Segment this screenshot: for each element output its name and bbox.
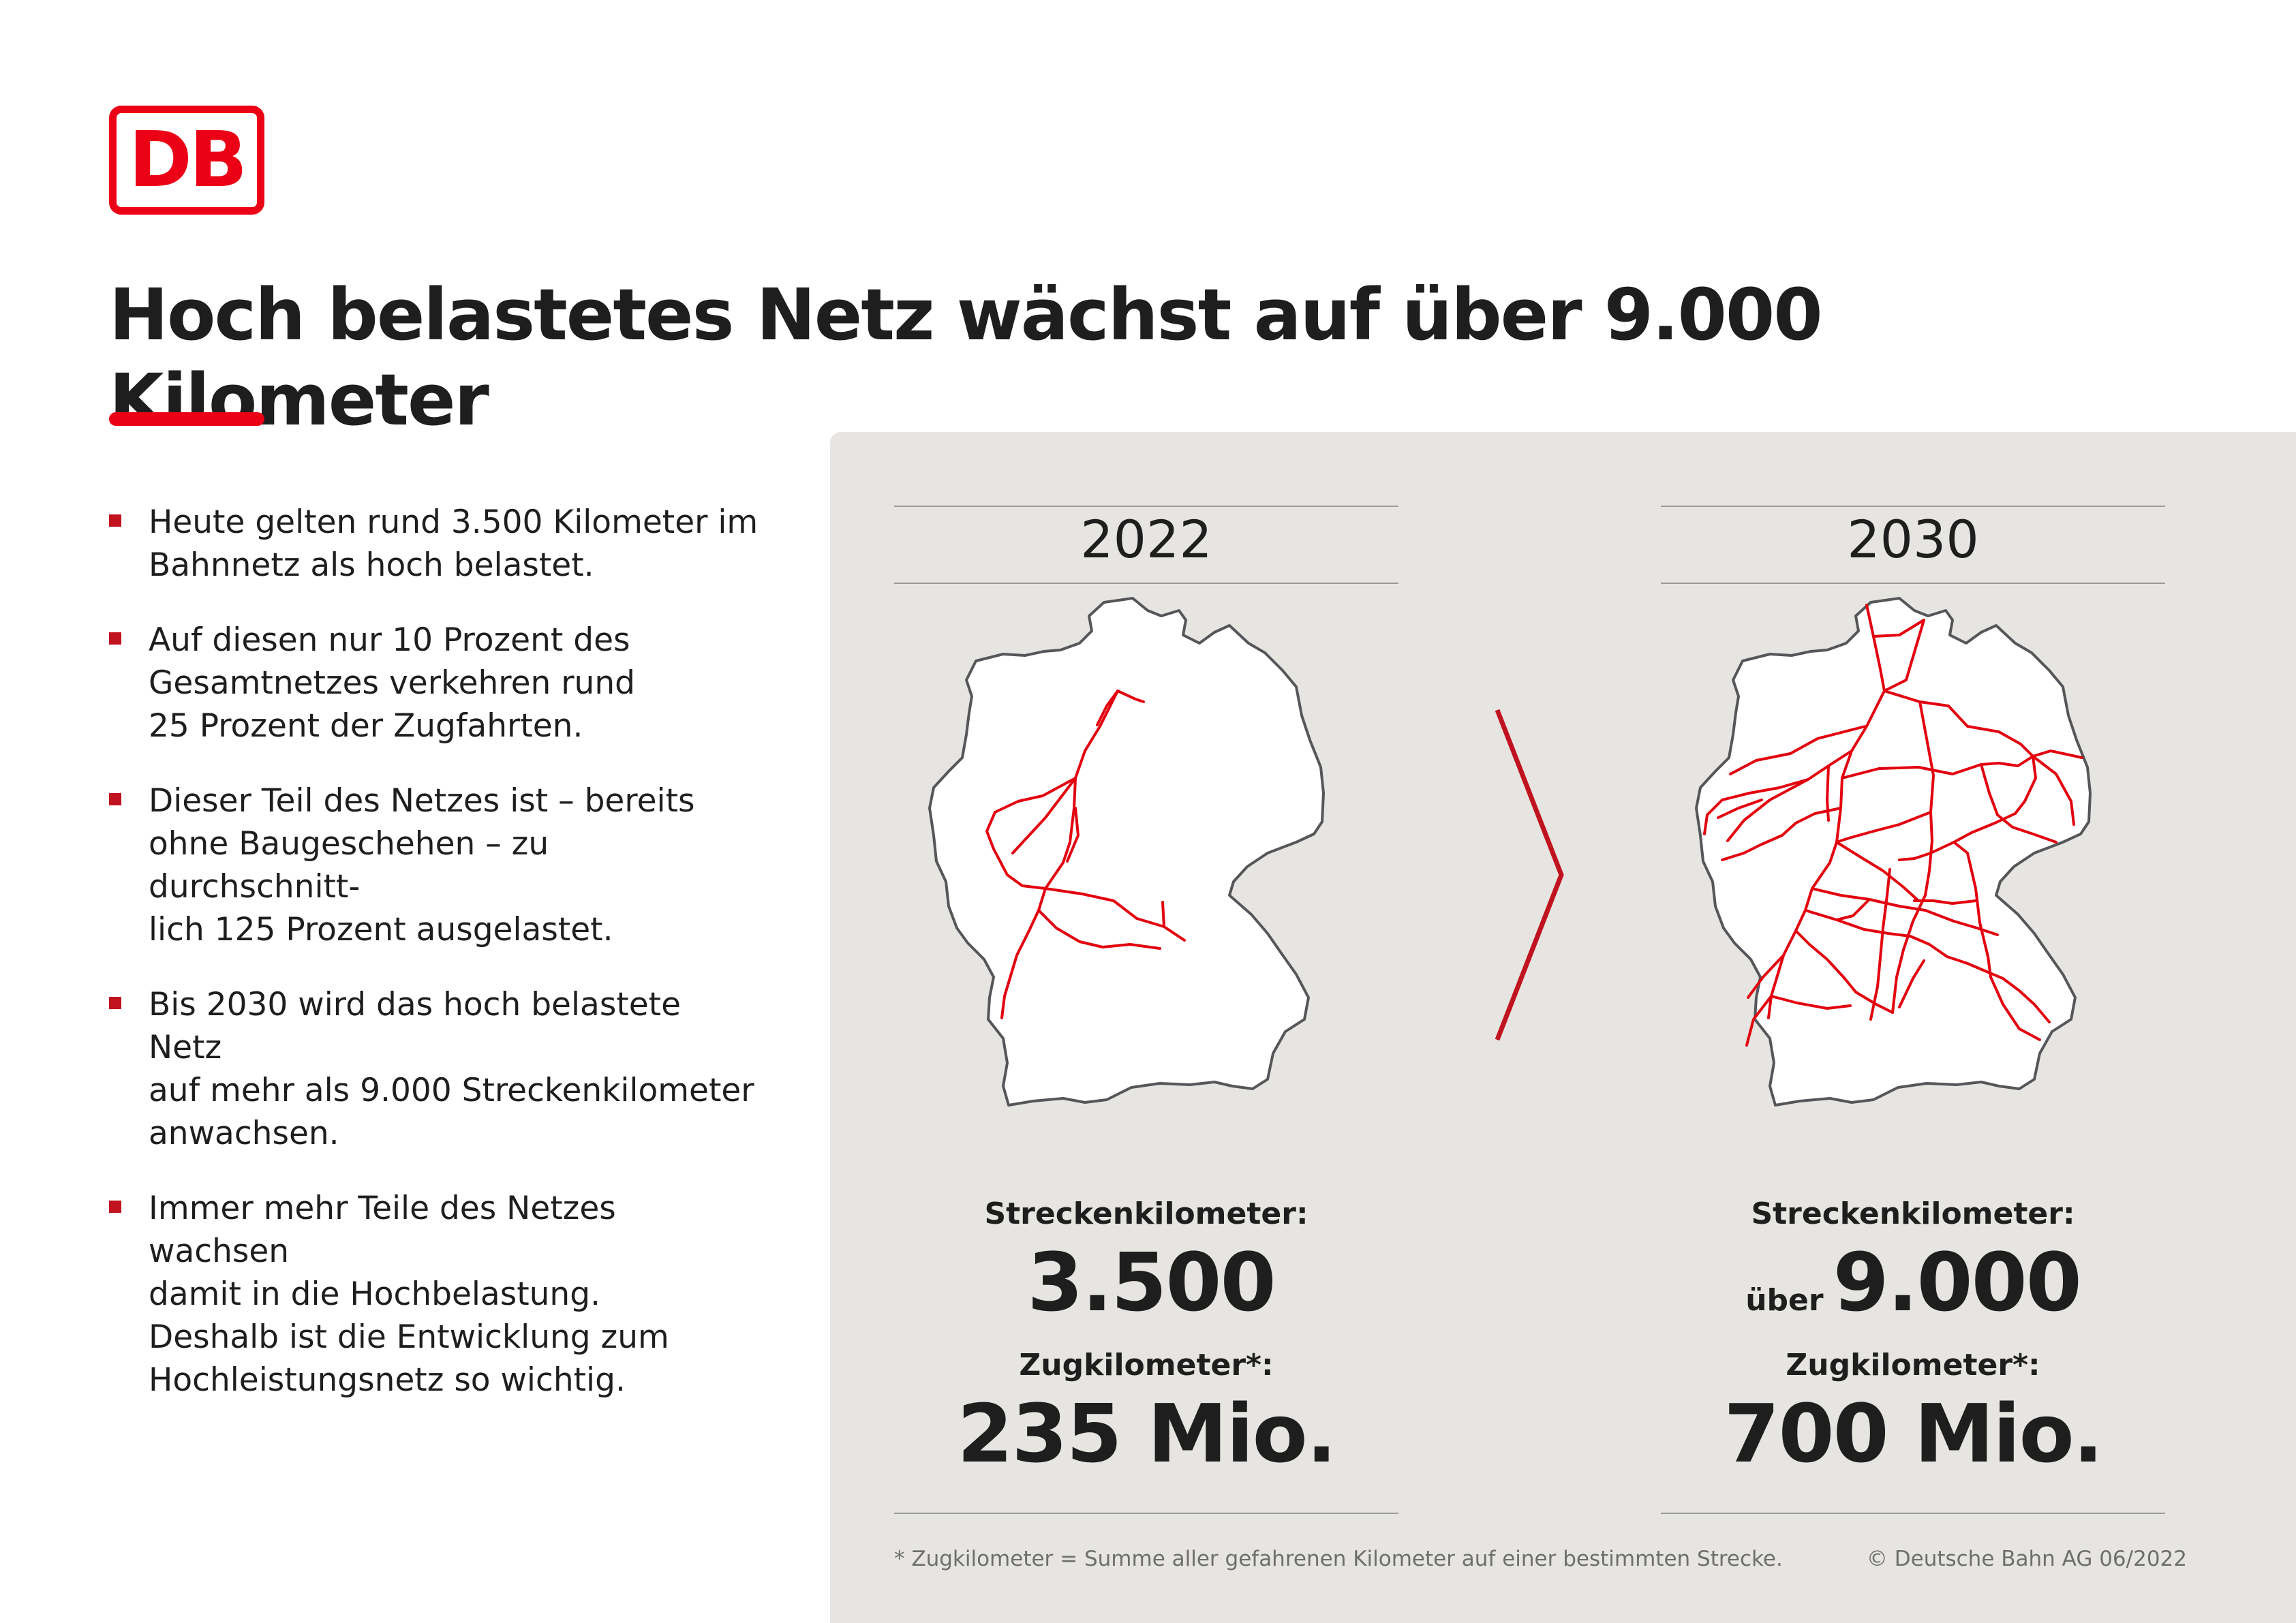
train-km-value: 235 Mio.: [957, 1387, 1336, 1481]
route-km-value: 3.500: [894, 1235, 1398, 1348]
divider-under-year: [1661, 583, 2165, 584]
divider-bottom: [894, 1513, 1398, 1514]
divider-bottom: [1661, 1513, 2165, 1514]
route-km-label: Streckenkilometer:: [1751, 1196, 2075, 1231]
bullet-item: Immer mehr Teile des Netzes wachsen dami…: [109, 1187, 763, 1402]
title-underline: [109, 412, 264, 426]
route-km-prefix: über: [1745, 1283, 1824, 1318]
bullet-square-icon: [109, 997, 121, 1009]
train-km-label: Zugkilometer*:: [1019, 1348, 1274, 1382]
train-km-value: 700 Mio.: [1724, 1387, 2103, 1481]
network-lines-2022: [985, 690, 1186, 1019]
chevron-right-icon: [1495, 709, 1564, 1041]
footnote: * Zugkilometer = Summe aller gefahrenen …: [894, 1547, 1783, 1571]
comparison-column-2022: 2022 Streckenkilometer: 3.500 Zugkilomet…: [894, 432, 1398, 1623]
route-km-number: 3.500: [1027, 1235, 1276, 1329]
bullet-square-icon: [109, 632, 121, 645]
germany-outline: [1695, 597, 2092, 1107]
bullet-item: Auf diesen nur 10 Prozent des Gesamtnetz…: [109, 619, 763, 747]
bullet-text: Heute gelten rund 3.500 Kilometer im Bah…: [149, 504, 759, 584]
route-km-label: Streckenkilometer:: [984, 1196, 1308, 1231]
bullet-item: Heute gelten rund 3.500 Kilometer im Bah…: [109, 501, 763, 587]
germany-network-map-2022: [928, 597, 1325, 1107]
bullet-item: Bis 2030 wird das hoch belastete Netz au…: [109, 983, 763, 1155]
db-logo: DB: [109, 106, 264, 215]
bullet-text: Bis 2030 wird das hoch belastete Netz au…: [149, 986, 754, 1152]
bullet-item: Dieser Teil des Netzes ist – bereits ohn…: [109, 779, 763, 951]
page-title: Hoch belastetes Netz wächst auf über 9.0…: [109, 273, 1823, 442]
route-km-value: über 9.000: [1661, 1235, 2165, 1348]
bullet-list: Heute gelten rund 3.500 Kilometer im Bah…: [109, 501, 763, 1434]
bullet-square-icon: [109, 514, 121, 527]
year-label: 2022: [1080, 509, 1212, 570]
comparison-panel: 2022 Streckenkilometer: 3.500 Zugkilomet…: [830, 432, 2296, 1623]
bullet-text: Dieser Teil des Netzes ist – bereits ohn…: [149, 782, 695, 948]
bullet-square-icon: [109, 1201, 121, 1213]
divider-top: [1661, 506, 2165, 507]
train-km-label: Zugkilometer*:: [1786, 1348, 2040, 1382]
bullet-text: Immer mehr Teile des Netzes wachsen dami…: [149, 1190, 669, 1399]
bullet-square-icon: [109, 793, 121, 805]
divider-top: [894, 506, 1398, 507]
copyright-notice: © Deutsche Bahn AG 06/2022: [1866, 1547, 2187, 1571]
germany-network-map-2030: [1695, 597, 2092, 1107]
comparison-column-2030: 2030: [1661, 432, 2165, 1623]
divider-under-year: [894, 583, 1398, 584]
route-km-number: 9.000: [1833, 1235, 2082, 1329]
bullet-text: Auf diesen nur 10 Prozent des Gesamtnetz…: [149, 621, 635, 745]
germany-outline: [928, 597, 1325, 1107]
db-logo-text: DB: [128, 116, 247, 204]
year-label: 2030: [1847, 509, 1979, 570]
network-lines-2030: [1703, 604, 2083, 1047]
